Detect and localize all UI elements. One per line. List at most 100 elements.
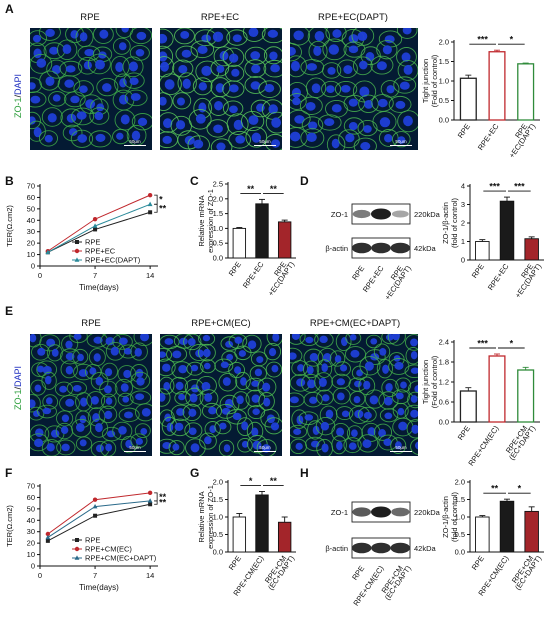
- blot-band: [352, 209, 371, 219]
- nucleus: [219, 422, 227, 430]
- cell-border: [30, 111, 41, 130]
- x-tick-label: RPE+CM(EC): [466, 424, 501, 468]
- blot-size-label: 42kDa: [414, 244, 437, 253]
- cell-border: [336, 59, 358, 79]
- nucleus: [263, 397, 271, 407]
- nucleus: [176, 408, 185, 416]
- nucleus: [318, 377, 327, 387]
- nucleus: [128, 61, 138, 72]
- cell-border: [232, 391, 250, 410]
- cell-border: [228, 334, 248, 349]
- chart-f-ter: TER(Ω.cm2) 0 10 20 30 40 50 60 70 0 7 14 Time(days) R…: [5, 482, 167, 593]
- significance-label: *: [510, 35, 514, 45]
- nucleus: [401, 52, 411, 62]
- nucleus: [340, 84, 351, 93]
- y-tick-label: 2: [461, 219, 465, 228]
- cell-border: [57, 39, 78, 60]
- y-tick-label: 40: [27, 216, 35, 225]
- cell-border: [226, 113, 249, 135]
- chart-b-ter: TER(Ω.cm2) 0 10 20 30 40 50 60 70 0 7 14 Time(days) R…: [5, 182, 167, 293]
- cell-border: [240, 111, 265, 132]
- nucleus: [79, 85, 88, 94]
- nucleus: [65, 352, 75, 361]
- y-tick-label: 70: [27, 482, 35, 491]
- nucleus: [334, 355, 342, 363]
- x-tick-label: RPE: [227, 554, 243, 572]
- micro-title-a-rpe-ec-dapt: RPE+EC(DAPT): [318, 12, 388, 23]
- x-tick-label: RPE+EC: [476, 122, 501, 152]
- nucleus: [294, 115, 305, 124]
- scale-bar: 50μm: [390, 139, 412, 146]
- nucleus: [367, 427, 376, 437]
- cell-border: [405, 346, 418, 365]
- nucleus: [251, 427, 259, 437]
- nucleus: [72, 385, 82, 392]
- panel-label-c: C: [190, 174, 199, 188]
- cell-border: [222, 80, 245, 98]
- cell-border: [357, 406, 377, 423]
- nucleus: [411, 424, 418, 434]
- cell-border: [381, 378, 399, 398]
- cell-border: [338, 129, 360, 149]
- blot-size-label: 220kDa: [414, 210, 441, 219]
- nucleus: [44, 375, 52, 385]
- nucleus: [397, 136, 406, 144]
- cell-border: [101, 362, 118, 380]
- nucleus: [118, 425, 127, 435]
- nucleus: [224, 398, 234, 409]
- y-tick-label: 2.0: [455, 478, 465, 487]
- nucleus: [136, 377, 145, 386]
- cell-border: [365, 334, 382, 349]
- nucleus: [134, 348, 142, 357]
- cell-border: [172, 92, 192, 110]
- nucleus: [360, 142, 371, 150]
- cell-border: [186, 361, 204, 376]
- cell-border: [322, 38, 347, 61]
- cell-border: [114, 378, 134, 397]
- data-point: [45, 534, 51, 540]
- cell-border: [242, 28, 266, 42]
- cell-border: [376, 40, 398, 60]
- nucleus: [203, 348, 211, 358]
- cell-border: [314, 372, 333, 392]
- cell-border: [388, 95, 412, 113]
- cell-border: [343, 41, 366, 58]
- y-tick-label: 30: [27, 527, 35, 536]
- nucleus: [216, 142, 226, 150]
- nucleus: [326, 85, 335, 93]
- y-tick-label: 1: [461, 237, 465, 246]
- cell-border: [198, 334, 216, 346]
- nucleus: [340, 364, 348, 372]
- cell-border: [56, 439, 76, 456]
- cell-border: [396, 28, 418, 39]
- cell-border: [245, 389, 266, 408]
- nucleus: [359, 86, 370, 97]
- x-tick-label: RPE: [456, 424, 472, 442]
- y-tick-label: 0.5: [213, 530, 223, 539]
- cell-border: [199, 432, 217, 450]
- cell-border: [265, 361, 282, 378]
- nucleus: [201, 65, 212, 77]
- cell-border: [200, 359, 216, 374]
- cell-border: [130, 433, 148, 448]
- cell-border: [235, 371, 251, 390]
- cell-border: [129, 44, 150, 61]
- blot-band: [351, 542, 372, 554]
- cell-border: [264, 343, 282, 361]
- blot-band: [371, 242, 391, 254]
- nucleus: [306, 365, 314, 375]
- y-tick-label: 1.2: [439, 378, 449, 387]
- x-tick-label: RPE: [470, 262, 486, 280]
- cell-border: [44, 425, 65, 443]
- nucleus: [266, 414, 275, 424]
- cell-pattern: [30, 334, 152, 456]
- significance-label: ***: [477, 339, 488, 349]
- nucleus: [175, 381, 184, 391]
- y-tick-label: 40: [27, 516, 35, 525]
- nucleus: [76, 423, 85, 432]
- x-tick-label: RPE: [456, 122, 472, 140]
- nucleus: [336, 378, 346, 386]
- panel-label-f: F: [5, 466, 13, 480]
- blot-protein-label: ZO-1: [331, 210, 348, 219]
- cell-border: [322, 62, 342, 79]
